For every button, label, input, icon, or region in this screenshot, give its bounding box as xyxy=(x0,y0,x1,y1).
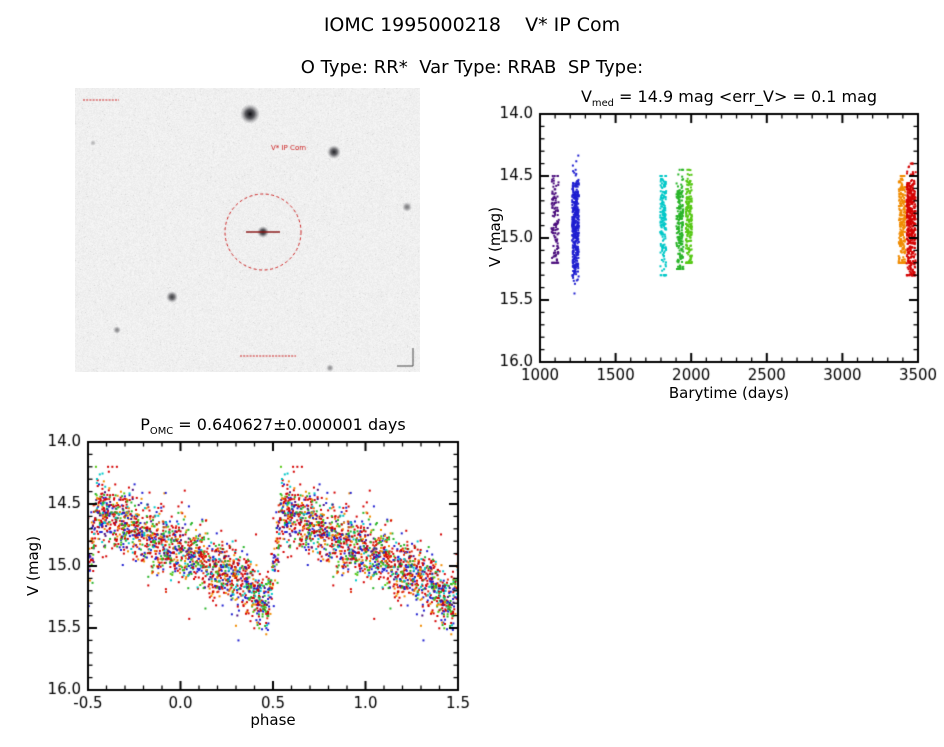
phase-plot-title-rest: = 0.640627±0.000001 days xyxy=(173,415,406,434)
finder-chart-image xyxy=(75,88,420,372)
time-plot-title: Vmed = 14.9 mag <err_V> = 0.1 mag xyxy=(540,87,918,109)
time-plot-xlabel: Barytime (days) xyxy=(668,384,790,402)
page-title: IOMC 1995000218 V* IP Com xyxy=(323,14,621,36)
phase-folded-plot xyxy=(26,432,486,732)
phase-plot-title-sub: OMC xyxy=(150,426,173,437)
page-subtitle: O Type: RR* Var Type: RRAB SP Type: xyxy=(300,57,644,78)
phase-plot-title-var: P xyxy=(140,415,150,434)
time-series-plot xyxy=(478,104,938,396)
time-plot-title-sub: med xyxy=(592,98,614,109)
phase-plot-xlabel: phase xyxy=(250,711,296,729)
phase-plot-title: POMC = 0.640627±0.000001 days xyxy=(88,415,458,437)
time-plot-title-var: V xyxy=(580,87,592,106)
time-plot-title-rest: = 14.9 mag <err_V> = 0.1 mag xyxy=(613,87,878,106)
